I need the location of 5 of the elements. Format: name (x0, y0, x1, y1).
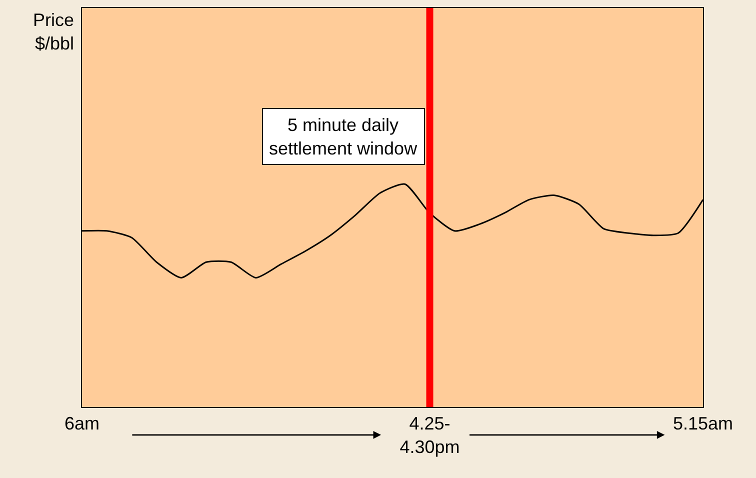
text: Price $/bbl (33, 10, 74, 54)
x-tick-label: 4.25- 4.30pm (400, 414, 460, 457)
text: 5 minute daily settlement window (269, 115, 418, 158)
x-tick-label: 6am (64, 414, 100, 434)
x-tick-label: 5.15am (672, 414, 734, 434)
